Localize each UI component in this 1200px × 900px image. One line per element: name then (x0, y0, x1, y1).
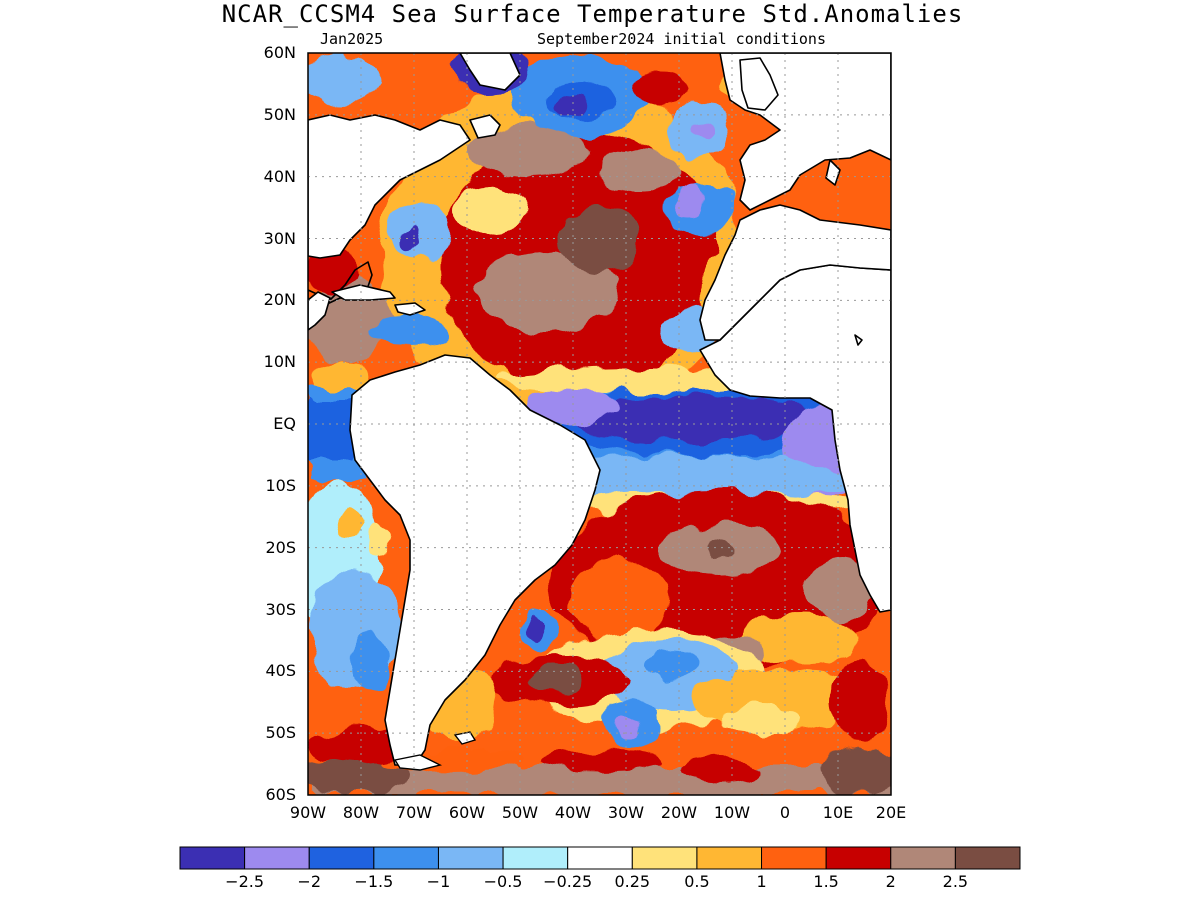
colorbar-label: 0.25 (614, 872, 651, 891)
colorbar-label: 1 (756, 872, 767, 891)
colorbar-swatch (696, 846, 763, 870)
latitude-label: 60N (263, 43, 296, 62)
anomaly-field (308, 53, 891, 795)
colorbar-swatch (179, 846, 246, 870)
colorbar-swatch (567, 846, 633, 870)
longitude-label: 90W (289, 803, 327, 822)
latitude-label: 60S (265, 785, 296, 804)
latitude-label: 30S (265, 599, 296, 619)
latitude-label: 40N (263, 166, 296, 186)
colorbar-label: 0.5 (684, 872, 710, 891)
latitude-label: 10N (263, 352, 296, 372)
latitude-label: 50S (265, 723, 296, 743)
colorbar-swatch (954, 846, 1021, 870)
map-title: NCAR_CCSM4 Sea Surface Temperature Std.A… (221, 0, 964, 28)
latitude-label: 20S (265, 537, 296, 557)
longitude-label: 20E (875, 803, 907, 822)
colorbar-label: −0.25 (543, 872, 593, 891)
colorbar-label: −2 (297, 872, 322, 891)
colorbar-swatch (373, 846, 439, 870)
map-frame (307, 52, 892, 796)
colorbar-label: 2 (885, 872, 896, 891)
colorbar (179, 846, 1021, 870)
longitude-label: 0 (779, 803, 791, 822)
longitude-label: 70W (395, 803, 433, 822)
valid-month-label: Jan2025 (320, 30, 384, 48)
initial-conditions-label: September2024 initial conditions (537, 30, 826, 48)
colorbar-label: −1 (426, 872, 451, 891)
longitude-label: 80W (342, 803, 380, 822)
colorbar-swatch (502, 846, 569, 870)
colorbar-swatch (244, 846, 310, 870)
longitude-label: 10W (713, 803, 751, 822)
longitude-label: 40W (554, 803, 592, 822)
latitude-label: 20N (263, 290, 296, 310)
latitude-label: 30N (263, 228, 296, 248)
colorbar-swatch (890, 846, 956, 870)
colorbar-label: −0.5 (483, 872, 523, 891)
land (308, 53, 891, 766)
latitude-label: EQ (273, 414, 296, 433)
colorbar-label: −1.5 (354, 872, 394, 891)
longitude-label: 20W (660, 803, 698, 822)
longitude-label: 50W (501, 803, 539, 822)
colorbar-label: −2.5 (225, 872, 265, 891)
colorbar-label: 2.5 (942, 872, 969, 891)
longitude-label: 30W (607, 803, 645, 822)
colorbar-swatch (308, 846, 375, 870)
latitude-label: 40S (265, 661, 296, 681)
colorbar-swatch (825, 846, 892, 870)
gridlines (308, 53, 891, 795)
latitude-label: 50N (263, 104, 296, 124)
colorbar-swatch (761, 846, 827, 870)
colorbar-swatch (437, 846, 504, 870)
colorbar-label: 1.5 (813, 872, 839, 891)
longitude-label: 60W (448, 803, 486, 822)
colorbar-swatch (631, 846, 698, 870)
longitude-label: 10E (822, 803, 854, 822)
latitude-label: 10S (265, 475, 296, 495)
